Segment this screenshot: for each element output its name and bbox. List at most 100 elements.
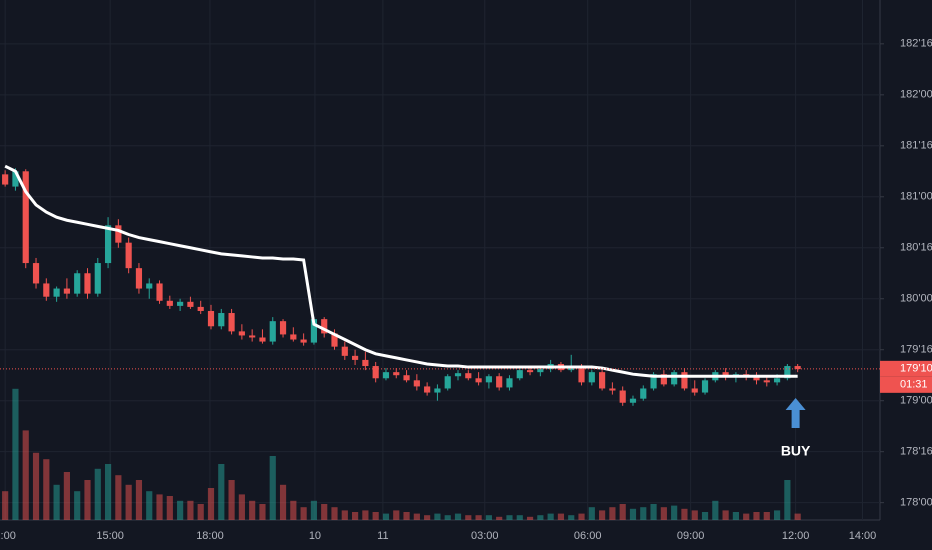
countdown-box xyxy=(880,376,932,393)
volume-bar xyxy=(743,513,750,520)
candle-body xyxy=(434,388,441,393)
candle-body xyxy=(166,300,173,306)
candle-body xyxy=(393,372,400,376)
candle-body xyxy=(681,372,688,389)
candle-body xyxy=(784,366,791,379)
candle-body xyxy=(321,319,328,334)
y-tick-label: 181'16 xyxy=(900,140,932,152)
candle-body xyxy=(619,390,626,403)
volume-bar xyxy=(84,480,91,520)
volume-bar xyxy=(701,512,709,520)
countdown-label: 01:31 xyxy=(900,379,928,391)
volume-bar xyxy=(732,512,739,520)
candle-body xyxy=(279,321,287,335)
volume-bar xyxy=(475,515,482,520)
volume-bar xyxy=(465,515,472,520)
candle-body xyxy=(773,378,781,383)
candle-body xyxy=(53,288,60,297)
volume-bar xyxy=(773,510,781,520)
candle-body xyxy=(300,339,307,343)
volume-bar xyxy=(94,468,101,520)
x-tick-label: 03:00 xyxy=(471,530,499,542)
candle-body xyxy=(722,372,729,378)
candle-body xyxy=(218,313,225,327)
candle-body xyxy=(609,388,616,391)
volume-bar xyxy=(341,510,348,520)
candle-body xyxy=(424,386,431,393)
candle-body xyxy=(32,263,40,284)
candle-body xyxy=(94,263,101,294)
volume-bar xyxy=(557,513,565,520)
candle-body xyxy=(588,372,595,383)
candle-body xyxy=(43,283,50,297)
volume-bar xyxy=(753,512,760,520)
last-price-box xyxy=(880,360,932,377)
volume-bar xyxy=(135,480,143,520)
volume-bar xyxy=(763,512,770,520)
candle-body xyxy=(22,171,29,264)
candle-body xyxy=(125,242,132,269)
volume-bar xyxy=(784,480,791,520)
volume-bar xyxy=(197,504,204,520)
volume-bar xyxy=(568,515,575,520)
candle-body xyxy=(74,273,81,294)
volume-bar xyxy=(279,484,287,520)
volume-bar xyxy=(393,510,400,520)
candle-body xyxy=(454,373,462,377)
volume-bar xyxy=(53,484,60,520)
volume-bar xyxy=(32,452,40,520)
volume-bar xyxy=(177,500,184,520)
volume-bar xyxy=(794,513,801,520)
volume-bar xyxy=(290,500,297,520)
candle-body xyxy=(104,225,112,264)
candle-body xyxy=(506,378,513,388)
candle-body xyxy=(331,333,338,347)
volume-bar xyxy=(115,475,122,520)
candle-body xyxy=(84,273,91,294)
volume-bar xyxy=(424,515,431,520)
candle-body xyxy=(2,174,9,185)
candle-body xyxy=(341,346,348,356)
candle-body xyxy=(290,334,297,340)
volume-bar xyxy=(12,388,19,520)
candle-body xyxy=(156,283,163,301)
volume-bar xyxy=(166,496,173,520)
volume-bar xyxy=(691,510,698,520)
volume-bar xyxy=(640,507,647,520)
candle-body xyxy=(763,380,770,383)
volume-bar xyxy=(485,515,492,520)
volume-bar xyxy=(300,507,307,520)
y-tick-label: 179'16 xyxy=(900,344,932,356)
candle-body xyxy=(310,319,318,343)
x-tick-label: 15:00 xyxy=(96,530,124,542)
volume-bar xyxy=(382,513,390,520)
y-tick-label: 180'16 xyxy=(900,242,932,254)
x-tick-label: 2:00 xyxy=(0,530,16,542)
candle-body xyxy=(660,374,667,385)
volume-bar xyxy=(403,512,410,520)
volume-bar xyxy=(681,508,688,520)
volume-bar xyxy=(444,515,451,520)
volume-bar xyxy=(413,513,420,520)
volume-bar xyxy=(671,505,678,520)
vwap-line xyxy=(4,164,798,378)
volume-bar xyxy=(506,515,513,520)
y-tick-label: 182'16 xyxy=(900,38,932,50)
volume-bar xyxy=(269,456,276,520)
volume-bar xyxy=(660,507,667,520)
candle-body xyxy=(578,366,585,383)
candle-body xyxy=(115,225,122,243)
candle-body xyxy=(794,366,801,370)
volume-bar xyxy=(537,515,544,520)
y-tick-label: 181'00 xyxy=(900,191,932,203)
candle-body xyxy=(650,374,657,389)
candle-body xyxy=(413,380,420,387)
volume-bar xyxy=(578,513,585,520)
candle-body xyxy=(485,376,492,383)
y-tick-label: 178'16 xyxy=(900,446,932,458)
candle-body xyxy=(352,355,359,360)
volume-bar xyxy=(722,510,729,520)
candle-body xyxy=(537,369,544,373)
